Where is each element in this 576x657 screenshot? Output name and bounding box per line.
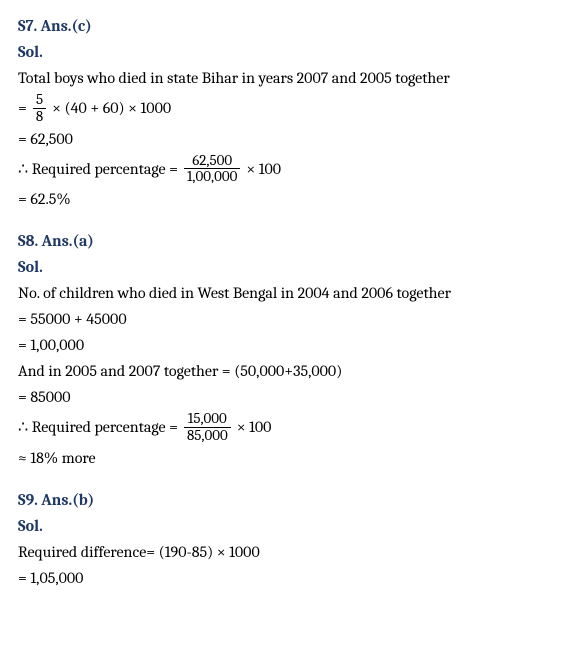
s7-heading: S7. Ans.(c) (18, 14, 558, 38)
s7-eq1-trail: × (40 + 60) × 1000 (52, 96, 171, 120)
solution-s8: S8. Ans.(a) Sol. No. of children who die… (18, 229, 558, 470)
s7-req: ∴ Required percentage = 62,500 1,00,000 … (18, 153, 558, 186)
solution-s9: S9. Ans.(b) Sol. Required difference= (1… (18, 488, 558, 590)
s9-sol-label: Sol. (18, 514, 558, 538)
s9-line1: Required difference= (190-85) × 1000 (18, 540, 558, 564)
s8-req: ∴ Required percentage = 15,000 85,000 × … (18, 411, 558, 444)
s8-eq4: ≈ 18% more (18, 446, 558, 470)
s7-req-prefix: ∴ Required percentage = (18, 157, 178, 181)
s8-req-den: 85,000 (184, 428, 231, 444)
s9-eq1: = 1,05,000 (18, 566, 558, 590)
s8-sol-label: Sol. (18, 255, 558, 279)
s8-req-fraction: 15,000 85,000 (184, 411, 231, 444)
s7-eq2: = 62,500 (18, 127, 558, 151)
s7-sol-label: Sol. (18, 40, 558, 64)
s8-eq1: = 55000 + 45000 (18, 307, 558, 331)
s7-eq1-den: 8 (33, 109, 46, 125)
s7-eq1-fraction: 5 8 (33, 92, 46, 125)
s8-req-prefix: ∴ Required percentage = (18, 415, 178, 439)
s7-eq1-prefix: = (18, 96, 27, 120)
s7-line1: Total boys who died in state Bihar in ye… (18, 66, 558, 90)
s8-heading: S8. Ans.(a) (18, 229, 558, 253)
s7-req-den: 1,00,000 (184, 169, 240, 185)
s8-line1: No. of children who died in West Bengal … (18, 281, 558, 305)
s8-req-trail: × 100 (237, 415, 272, 439)
s9-heading: S9. Ans.(b) (18, 488, 558, 512)
s7-eq3: = 62.5% (18, 187, 558, 211)
s8-eq2: = 1,00,000 (18, 333, 558, 357)
s7-eq1: = 5 8 × (40 + 60) × 1000 (18, 92, 558, 125)
s7-req-fraction: 62,500 1,00,000 (184, 153, 240, 186)
s8-eq3: = 85000 (18, 385, 558, 409)
s7-req-trail: × 100 (246, 157, 281, 181)
s8-line2: And in 2005 and 2007 together = (50,000+… (18, 359, 558, 383)
solution-s7: S7. Ans.(c) Sol. Total boys who died in … (18, 14, 558, 211)
